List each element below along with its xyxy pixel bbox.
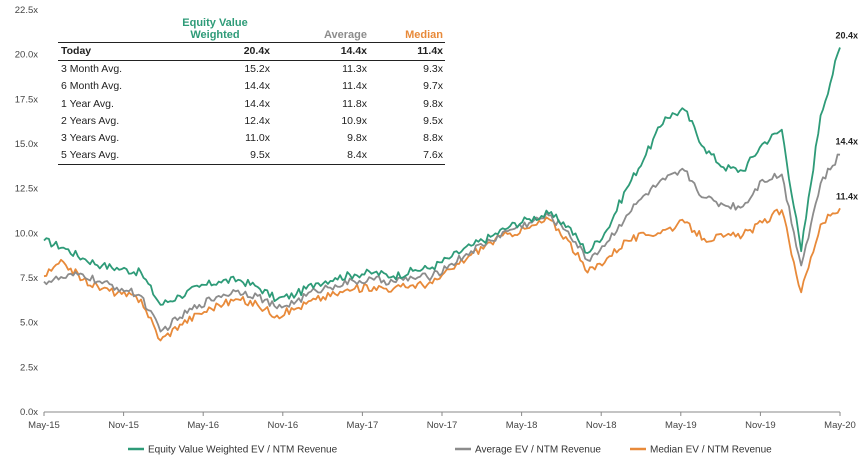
stats-row-6-month: 6 Month Avg. 14.4x 11.4x 9.7x (58, 78, 445, 95)
stats-row-2-years: 2 Years Avg. 12.4x 10.9x 9.5x (58, 113, 445, 130)
stats-row-label: Today (58, 41, 160, 62)
stats-row-label: 2 Years Avg. (61, 114, 120, 127)
stats-row-label: 3 Years Avg. (61, 132, 120, 145)
y-tick-label: 22.5x (15, 5, 38, 16)
stats-cell-med: 8.8x (423, 132, 443, 145)
stats-row-label: 1 Year Avg. (61, 97, 114, 110)
stats-header-avg: Average (323, 29, 367, 41)
stats-cell-ev: 14.4x (244, 80, 270, 93)
x-tick-label: May-19 (665, 420, 697, 431)
y-axis: 0.0x 2.5x 5.0x 7.5x 10.0x 12.5x 15.0x 17.5x 20.0… (15, 5, 38, 418)
stats-header-ev: Equity Value Weighted (182, 17, 248, 41)
stats-row-label: 6 Month Avg. (61, 80, 123, 93)
stats-cell-med: 9.3x (423, 63, 443, 76)
y-tick-label: 17.5x (15, 94, 38, 105)
stats-cell-ev: 11.0x (245, 132, 270, 145)
x-tick-label: Nov-15 (108, 420, 139, 431)
end-value-label: 20.4x (835, 31, 858, 41)
stats-header-label (58, 17, 160, 43)
stats-table: Equity Value Weighted Average Median Tod… (58, 17, 445, 166)
legend-label: Median EV / NTM Revenue (650, 445, 772, 456)
series-line (43, 153, 841, 333)
series-line (43, 47, 841, 306)
stats-cell-avg: 14.4x (272, 41, 369, 62)
legend-label: Average EV / NTM Revenue (475, 445, 601, 456)
stats-row-1-year: 1 Year Avg. 14.4x 11.8x 9.8x (58, 96, 445, 113)
stats-cell-avg: 10.9x (341, 114, 367, 127)
y-tick-label: 0.0x (20, 407, 38, 418)
stats-cell-ev: 12.4x (244, 114, 270, 127)
stats-cell-med: 7.6x (369, 147, 445, 166)
stats-cell-avg: 8.4x (272, 147, 369, 166)
stats-cell-avg: 11.3x (342, 63, 367, 76)
stats-header-med: Median (405, 29, 443, 41)
y-tick-label: 5.0x (20, 318, 38, 329)
x-tick-label: Nov-19 (745, 420, 776, 431)
x-tick-label: May-17 (347, 420, 379, 431)
stats-row-5-years: 5 Years Avg. 9.5x 8.4x 7.6x (58, 147, 445, 166)
stats-cell-ev: 20.4x (160, 41, 272, 62)
y-tick-label: 20.0x (15, 50, 38, 61)
stats-cell-avg: 11.8x (342, 97, 367, 110)
stats-cell-med: 11.4x (369, 41, 445, 62)
end-value-label: 11.4x (836, 191, 858, 201)
legend-label: Equity Value Weighted EV / NTM Revenue (148, 445, 338, 456)
end-labels: 20.4x 14.4x 11.4x (835, 31, 858, 202)
y-tick-label: 2.5x (20, 362, 38, 373)
stats-cell-avg: 9.8x (347, 132, 367, 145)
y-tick-label: 15.0x (15, 139, 38, 150)
x-tick-label: May-15 (28, 420, 60, 431)
x-tick-label: May-16 (187, 420, 219, 431)
x-tick-label: Nov-16 (267, 420, 298, 431)
stats-row-label: 5 Years Avg. (58, 147, 160, 166)
y-tick-label: 12.5x (15, 184, 38, 195)
stats-row-3-years: 3 Years Avg. 11.0x 9.8x 8.8x (58, 130, 445, 147)
stats-header-row: Equity Value Weighted Average Median (58, 17, 445, 43)
series-line (43, 207, 841, 342)
legend: Equity Value Weighted EV / NTM Revenue Av… (128, 445, 772, 456)
x-tick-label: Nov-18 (586, 420, 617, 431)
x-tick-label: Nov-17 (427, 420, 458, 431)
x-tick-label: May-20 (824, 420, 856, 431)
stats-row-3-month: 3 Month Avg. 15.2x 11.3x 9.3x (58, 61, 445, 79)
end-value-label: 14.4x (835, 137, 858, 147)
stats-cell-ev: 9.5x (160, 147, 272, 166)
stats-row-label: 3 Month Avg. (61, 63, 123, 76)
stats-cell-ev: 15.2x (244, 63, 270, 76)
x-tick-label: May-18 (506, 420, 538, 431)
stats-cell-med: 9.5x (423, 114, 443, 127)
stats-cell-med: 9.8x (423, 97, 443, 110)
stats-row-today: Today 20.4x 14.4x 11.4x (58, 41, 445, 62)
series-layer (43, 47, 841, 342)
stats-cell-avg: 11.4x (342, 80, 367, 93)
y-tick-label: 7.5x (20, 273, 38, 284)
x-axis: May-15 Nov-15 May-16 Nov-16 May-17 Nov-17 May-… (28, 411, 856, 431)
y-tick-label: 10.0x (15, 228, 38, 239)
stats-cell-ev: 14.4x (244, 97, 270, 110)
stats-cell-med: 9.7x (423, 80, 443, 93)
